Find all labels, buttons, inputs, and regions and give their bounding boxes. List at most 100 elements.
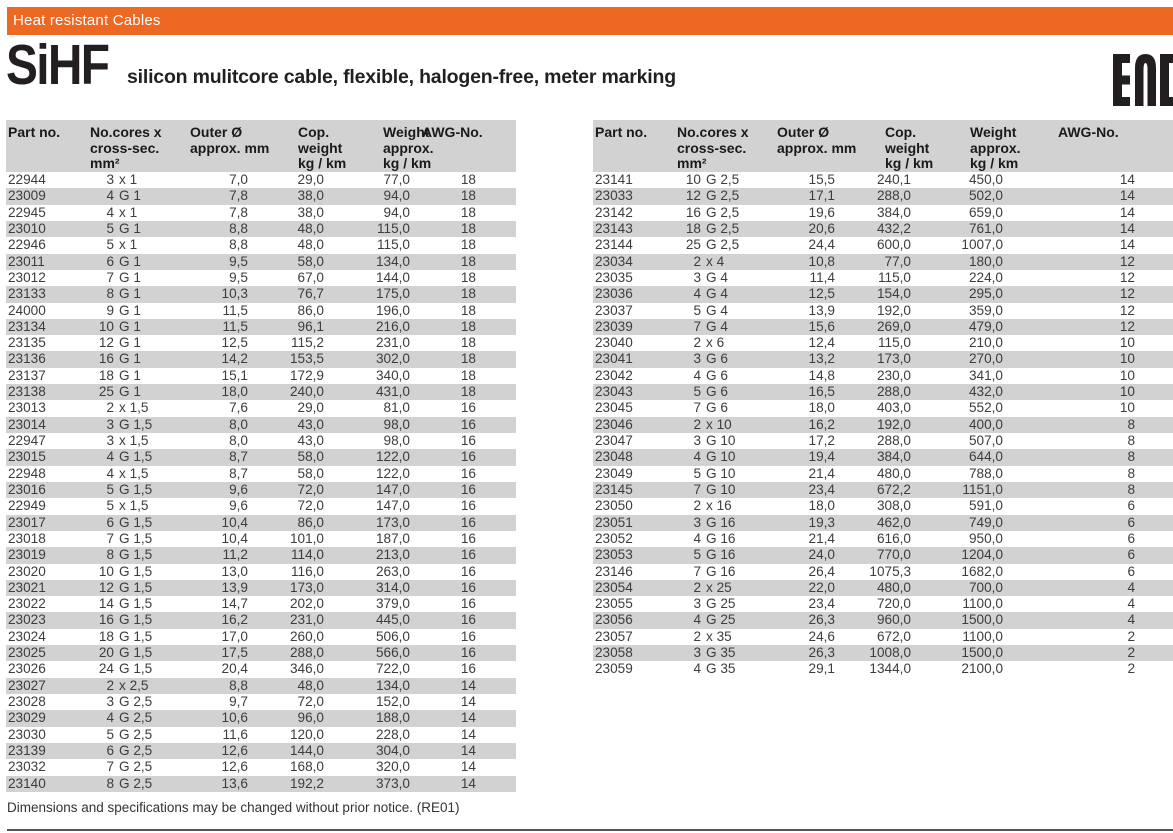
outer-diameter-cell: 13,9: [808, 302, 835, 318]
part-no-cell: 23047: [595, 433, 633, 448]
part-no-cell: 23143: [595, 220, 633, 236]
awg-cell: 18: [460, 335, 476, 351]
cores-count-cell: 2: [106, 400, 114, 416]
outer-diameter-cell: 8,8: [229, 237, 248, 253]
table-row: 23133 8 G 1 10,3 76,7 175,0 18: [6, 286, 516, 303]
weight-cell: 187,0: [375, 530, 410, 546]
table-row: 23056 4 G 25 26,3 960,0 1500,0 4: [593, 612, 1173, 629]
cores-spec-cell: G 1,5: [119, 416, 153, 432]
copper-weight-cell: 72,0: [297, 481, 324, 497]
part-no-cell: 23029: [8, 710, 46, 726]
table-row: 23032 7 G 2,5 12,6 168,0 320,0 14: [6, 759, 516, 775]
cores-spec-cell: G 1: [119, 253, 141, 269]
cores-spec-cell: G 1: [119, 220, 141, 236]
part-no-cell: 23015: [8, 449, 46, 465]
cores-count-cell: 7: [693, 400, 701, 416]
copper-weight-cell: 77,0: [884, 253, 911, 269]
copper-weight-cell: 1344,0: [869, 661, 911, 677]
part-no-cell: 23056: [595, 612, 633, 628]
cores-count-cell: 3: [693, 433, 701, 448]
copper-weight-cell: 101,0: [289, 530, 324, 546]
awg-cell: 8: [1127, 465, 1135, 481]
cores-spec-cell: G 1,5: [119, 547, 153, 563]
table-row: 23048 4 G 10 19,4 384,0 644,0 8: [593, 449, 1173, 466]
copper-weight-cell: 115,0: [877, 335, 911, 351]
outer-diameter-cell: 11,5: [222, 302, 248, 318]
cores-count-cell: 7: [693, 318, 701, 334]
table-row: 22945 4 x 1 7,8 38,0 94,0 18: [6, 205, 516, 221]
weight-cell: 400,0: [968, 416, 1003, 432]
outer-diameter-cell: 8,7: [229, 449, 248, 465]
weight-cell: 1204,0: [961, 547, 1003, 563]
table-row: 23010 5 G 1 8,8 48,0 115,0 18: [6, 220, 516, 238]
outer-diameter-cell: 18,0: [808, 498, 835, 514]
cores-count-cell: 3: [693, 596, 701, 612]
cores-spec-cell: G 4: [706, 318, 728, 334]
awg-cell: 12: [1119, 302, 1135, 318]
table-row: 24000 9 G 1 11,5 86,0 196,0 18: [6, 303, 516, 319]
cores-spec-cell: G 1,5: [119, 596, 153, 612]
copper-weight-cell: 29,0: [297, 172, 324, 187]
table-row: 23023 16 G 1,5 16,2 231,0 445,0 16: [6, 612, 516, 629]
cores-count-cell: 5: [106, 498, 114, 514]
cores-spec-cell: G 2,5: [119, 759, 153, 775]
part-no-cell: 23054: [595, 579, 633, 595]
cores-spec-cell: G 4: [706, 286, 728, 302]
cores-count-cell: 6: [106, 514, 114, 530]
awg-cell: 8: [1127, 433, 1135, 448]
col-header-cores: No.cores x cross-sec. mm²: [677, 124, 749, 172]
awg-cell: 10: [1119, 351, 1135, 367]
table-row: 23033 12 G 2,5 17,1 288,0 502,0 14: [593, 188, 1173, 205]
cores-count-cell: 6: [106, 742, 114, 758]
cores-spec-cell: G 6: [706, 367, 728, 383]
awg-cell: 6: [1127, 530, 1135, 546]
part-no-cell: 23137: [8, 367, 46, 383]
cores-count-cell: 6: [106, 253, 114, 269]
cores-count-cell: 2: [693, 253, 701, 269]
table-row: 23041 3 G 6 13,2 173,0 270,0 10: [593, 351, 1173, 368]
table-row: 23143 18 G 2,5 20,6 432,2 761,0 14: [593, 220, 1173, 238]
cores-count-cell: 4: [106, 449, 114, 465]
table-row: 23017 6 G 1,5 10,4 86,0 173,0 16: [6, 514, 516, 531]
cores-spec-cell: G 10: [706, 465, 736, 481]
copper-weight-cell: 192,0: [876, 302, 911, 318]
weight-cell: 359,0: [968, 302, 1003, 318]
outer-diameter-cell: 9,7: [229, 694, 248, 709]
awg-cell: 18: [460, 302, 476, 318]
table-row: 23050 2 x 16 18,0 308,0 591,0 6: [593, 498, 1173, 514]
part-no-cell: 23055: [595, 596, 633, 612]
part-no-cell: 23035: [595, 269, 633, 285]
cores-spec-cell: G 6: [706, 384, 728, 400]
table-row: 23014 3 G 1,5 8,0 43,0 98,0 16: [6, 416, 516, 433]
outer-diameter-cell: 11,4: [809, 269, 835, 285]
cores-count-cell: 8: [106, 547, 114, 563]
outer-diameter-cell: 8,0: [229, 416, 248, 432]
part-no-cell: 22948: [8, 465, 46, 481]
cores-spec-cell: G 1,5: [119, 563, 153, 579]
cores-spec-cell: G 1,5: [119, 449, 153, 465]
awg-cell: 16: [460, 547, 476, 563]
table-row: 22944 3 x 1 7,0 29,0 77,0 18: [6, 172, 516, 188]
weight-cell: 122,0: [375, 449, 410, 465]
weight-cell: 144,0: [375, 269, 410, 285]
weight-cell: 1500,0: [961, 612, 1003, 628]
part-no-cell: 23134: [8, 318, 46, 334]
cores-spec-cell: x 1: [119, 204, 138, 220]
outer-diameter-cell: 9,5: [229, 269, 248, 285]
outer-diameter-cell: 16,2: [221, 612, 248, 628]
copper-weight-cell: 86,0: [297, 514, 324, 530]
weight-cell: 304,0: [375, 742, 410, 758]
spec-table-right: Part no. No.cores x cross-sec. mm² Outer…: [593, 120, 1173, 678]
weight-cell: 175,0: [375, 286, 410, 302]
table-row: 23013 2 x 1,5 7,6 29,0 81,0 16: [6, 400, 516, 416]
copper-weight-cell: 72,0: [297, 694, 324, 709]
part-no-cell: 23014: [8, 416, 46, 432]
copper-weight-cell: 192,2: [289, 775, 324, 791]
cores-count-cell: 12: [685, 188, 701, 204]
outer-diameter-cell: 13,0: [221, 563, 248, 579]
cores-count-cell: 7: [693, 563, 701, 579]
awg-cell: 14: [460, 742, 476, 758]
cores-spec-cell: x 35: [706, 628, 732, 644]
table-row: 22946 5 x 1 8,8 48,0 115,0 18: [6, 237, 516, 253]
outer-diameter-cell: 15,6: [808, 318, 835, 334]
